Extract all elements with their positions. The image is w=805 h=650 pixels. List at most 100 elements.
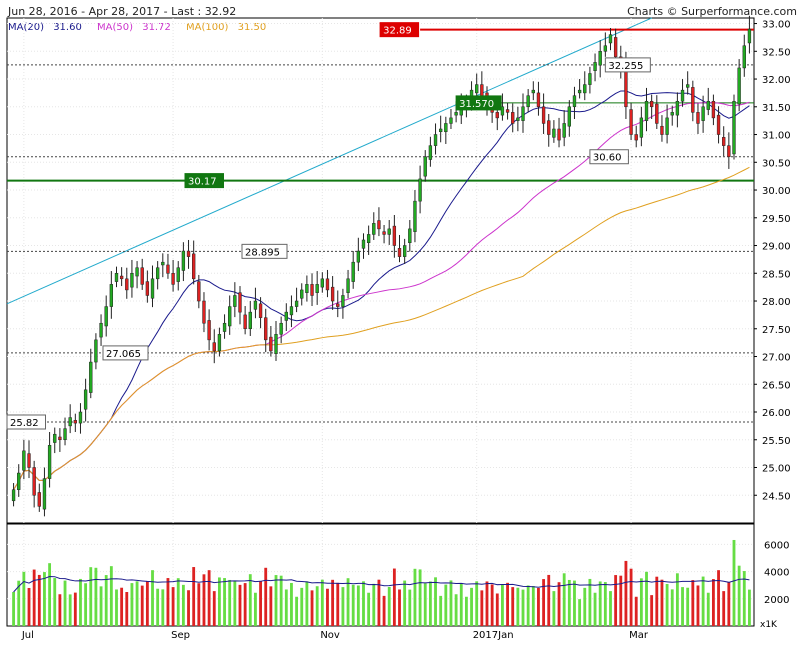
volume-bar <box>387 586 391 626</box>
candle-body <box>356 250 361 263</box>
volume-bar <box>223 578 226 626</box>
volume-bar <box>89 567 93 626</box>
x-tick-label: Nov <box>320 630 340 641</box>
candle-body <box>325 278 330 291</box>
volume-bar <box>444 584 448 626</box>
volume-bar <box>109 566 113 626</box>
candle-body <box>289 306 294 316</box>
price-tick-label: 24.50 <box>762 491 791 502</box>
candle-body <box>593 62 597 71</box>
volume-bar <box>274 575 278 626</box>
candle-body <box>680 89 685 102</box>
chart-source: Charts © Surperformance.com <box>627 5 797 18</box>
candle-body <box>32 467 36 496</box>
candle-body <box>320 278 324 288</box>
volume-bar <box>490 584 494 626</box>
candle-body <box>284 311 288 321</box>
candle-body <box>377 220 381 230</box>
volume-bar <box>547 574 551 626</box>
volume-bar <box>300 587 304 626</box>
volume-bar <box>269 586 273 626</box>
level-tag-box <box>102 345 149 361</box>
candle-body <box>505 109 510 113</box>
volume-average-line <box>13 576 750 593</box>
candle-body <box>341 295 345 307</box>
volume-bar <box>531 586 535 626</box>
candle-body <box>47 445 52 479</box>
price-tick-label: 30.50 <box>762 158 791 169</box>
volume-bar <box>537 587 540 626</box>
volume-bar <box>326 588 329 626</box>
volume-bar <box>341 587 345 626</box>
candle-body <box>644 100 649 121</box>
volume-bar <box>665 583 669 626</box>
candle-body <box>11 489 16 502</box>
volume-bar <box>243 583 247 626</box>
volume-bar <box>681 587 684 626</box>
ma100-line <box>13 166 750 490</box>
candle-body <box>397 248 402 257</box>
candle-body <box>125 278 129 291</box>
level-tag-label: 27.065 <box>106 349 141 360</box>
candle-body <box>557 128 561 141</box>
candle-body <box>722 137 726 146</box>
candle-body <box>330 286 335 302</box>
volume-bar <box>619 575 623 626</box>
candle-body <box>742 45 746 69</box>
candle-body <box>315 284 319 293</box>
volume-bar <box>63 580 67 626</box>
volume-bar <box>27 587 31 626</box>
volume-bar <box>17 580 21 626</box>
level-tag-label: 28.895 <box>245 247 280 258</box>
candle-body <box>552 128 556 138</box>
volume-bar <box>37 574 41 626</box>
price-tick-label: 32.00 <box>762 75 791 86</box>
candle-body <box>27 453 31 468</box>
volume-bar <box>686 587 690 626</box>
candle-body <box>197 281 201 302</box>
volume-bar <box>501 584 504 626</box>
candle-body <box>238 292 242 313</box>
volume-bar <box>305 581 309 626</box>
volume-bar <box>351 584 355 626</box>
volume-bar <box>228 579 232 626</box>
volume-bar <box>413 568 417 626</box>
volume-bar <box>79 578 82 626</box>
volume-bar <box>320 579 324 626</box>
candle-body <box>336 303 340 307</box>
volume-bar <box>511 587 515 626</box>
candle-body <box>17 472 21 490</box>
volume-bar <box>53 578 57 626</box>
price-tick-label: 26.00 <box>762 408 791 419</box>
level-tag-label: 32.255 <box>608 61 643 72</box>
candle-body <box>217 334 222 352</box>
candle-body <box>747 28 752 44</box>
candle-body <box>629 109 633 135</box>
volume-bar <box>181 584 185 626</box>
candle-body <box>737 67 741 105</box>
candle-body <box>454 112 458 116</box>
volume-bar <box>598 581 602 626</box>
price-tick-label: 33.00 <box>762 20 791 31</box>
volume-bar <box>696 585 700 626</box>
volume-bar <box>362 581 365 626</box>
candle-body <box>541 106 546 124</box>
volume-bar <box>104 575 108 626</box>
volume-bar <box>176 578 180 626</box>
volume-bar <box>634 596 638 626</box>
volume-bar <box>578 599 582 626</box>
volume-bar <box>639 578 643 626</box>
volume-bar <box>521 589 525 626</box>
candle-body <box>228 306 232 327</box>
volume-bar <box>711 579 715 626</box>
volume-bar <box>331 579 335 626</box>
candle-body <box>387 228 391 235</box>
candle-body <box>109 284 114 307</box>
volume-bar <box>315 586 319 626</box>
volume-bar <box>408 589 412 626</box>
candle-body <box>140 267 144 285</box>
candle-body <box>53 433 57 443</box>
volume-bar <box>58 594 62 626</box>
volume-bar <box>217 577 221 626</box>
candle-body <box>670 112 674 116</box>
